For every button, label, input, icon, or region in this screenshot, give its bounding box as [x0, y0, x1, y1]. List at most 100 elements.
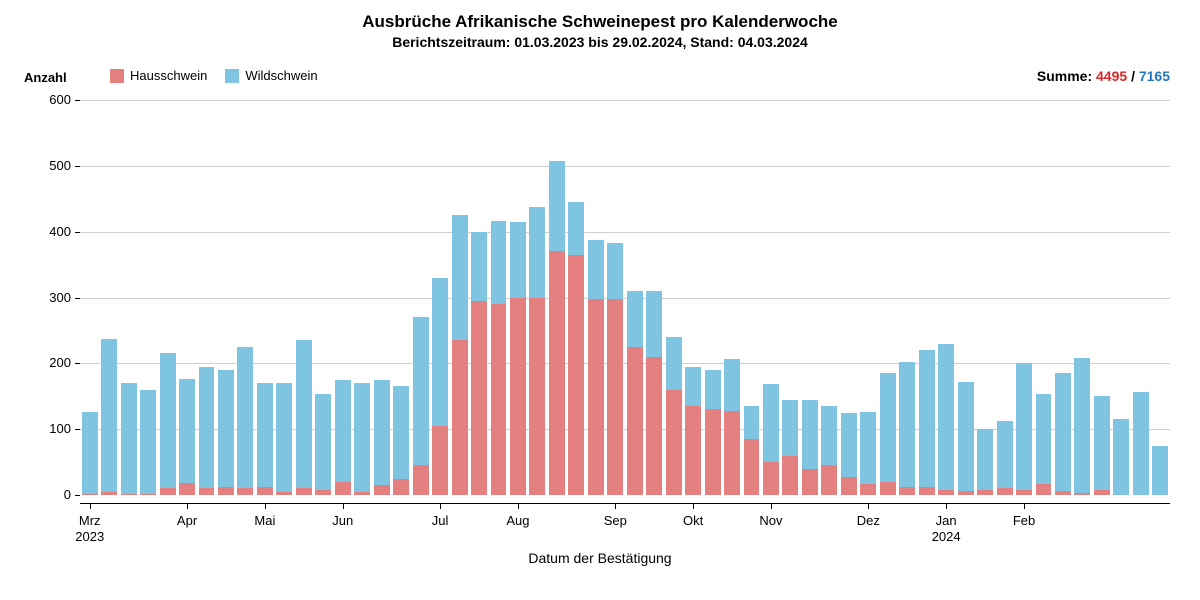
xtick-mark — [518, 503, 519, 509]
xtick-mark — [187, 503, 188, 509]
bar-hausschwein — [491, 304, 507, 495]
bar-hausschwein — [997, 488, 1013, 495]
bar-wildschwein — [452, 215, 468, 340]
bar-hausschwein — [919, 487, 935, 495]
bar-hausschwein — [374, 485, 390, 495]
bar-wildschwein — [1074, 358, 1090, 493]
bar-hausschwein — [860, 484, 876, 495]
gridline — [80, 298, 1170, 299]
ytick-mark — [75, 429, 80, 430]
xtick-label: Jun — [332, 513, 353, 529]
sum-text: Summe: — [1037, 68, 1092, 84]
xtick-mark — [771, 503, 772, 509]
bar-hausschwein — [568, 255, 584, 495]
ytick-mark — [75, 100, 80, 101]
bar-hausschwein — [510, 298, 526, 496]
bar-wildschwein — [257, 383, 273, 487]
legend: Hausschwein Wildschwein — [110, 68, 318, 83]
bar-wildschwein — [1152, 446, 1168, 495]
bar-hausschwein — [958, 491, 974, 495]
gridline — [80, 232, 1170, 233]
bar-hausschwein — [880, 482, 896, 495]
bar-wildschwein — [782, 400, 798, 456]
y-axis-label: Anzahl — [24, 70, 67, 85]
ytick-label: 300 — [35, 290, 71, 305]
bar-hausschwein — [899, 487, 915, 495]
gridline — [80, 100, 1170, 101]
bar-wildschwein — [140, 390, 156, 494]
legend-item-hausschwein: Hausschwein — [110, 68, 207, 83]
bar-hausschwein — [296, 488, 312, 495]
sum-label: Summe: 4495 / 7165 — [1037, 68, 1170, 84]
bar-wildschwein — [763, 384, 779, 462]
bar-hausschwein — [354, 492, 370, 495]
bar-hausschwein — [666, 390, 682, 495]
xtick-mark — [265, 503, 266, 509]
bar-hausschwein — [179, 483, 195, 495]
bar-wildschwein — [646, 291, 662, 357]
bar-wildschwein — [802, 400, 818, 469]
bar-wildschwein — [315, 394, 331, 489]
bar-hausschwein — [549, 251, 565, 495]
bar-hausschwein — [1016, 490, 1032, 495]
bar-wildschwein — [471, 232, 487, 301]
bar-hausschwein — [646, 357, 662, 495]
bar-hausschwein — [1094, 490, 1110, 495]
bar-hausschwein — [588, 299, 604, 495]
chart-container: Ausbrüche Afrikanische Schweinepest pro … — [0, 0, 1200, 600]
ytick-mark — [75, 298, 80, 299]
bar-wildschwein — [977, 429, 993, 490]
bar-wildschwein — [160, 353, 176, 488]
ytick-label: 500 — [35, 158, 71, 173]
bar-wildschwein — [705, 370, 721, 410]
x-axis-label: Datum der Bestätigung — [0, 550, 1200, 566]
chart-title: Ausbrüche Afrikanische Schweinepest pro … — [0, 12, 1200, 32]
bar-wildschwein — [860, 412, 876, 484]
bar-wildschwein — [958, 382, 974, 491]
bar-hausschwein — [315, 490, 331, 495]
bar-hausschwein — [938, 490, 954, 495]
bar-hausschwein — [607, 299, 623, 495]
bar-hausschwein — [685, 406, 701, 495]
bar-wildschwein — [919, 350, 935, 487]
bar-wildschwein — [685, 367, 701, 407]
bar-hausschwein — [627, 347, 643, 495]
bar-hausschwein — [841, 477, 857, 495]
xtick-label: Aug — [506, 513, 529, 529]
bar-wildschwein — [724, 359, 740, 410]
chart-subtitle: Berichtszeitraum: 01.03.2023 bis 29.02.2… — [0, 34, 1200, 50]
bar-hausschwein — [782, 456, 798, 496]
ytick-label: 200 — [35, 355, 71, 370]
bar-wildschwein — [1036, 394, 1052, 485]
ytick-mark — [75, 166, 80, 167]
xtick-mark — [946, 503, 947, 509]
bar-hausschwein — [724, 411, 740, 495]
bar-wildschwein — [1133, 392, 1149, 495]
bar-wildschwein — [374, 380, 390, 485]
ytick-label: 0 — [35, 487, 71, 502]
bar-hausschwein — [471, 301, 487, 495]
xtick-mark — [343, 503, 344, 509]
bar-hausschwein — [257, 487, 273, 495]
bar-wildschwein — [199, 367, 215, 489]
bar-hausschwein — [977, 490, 993, 495]
bar-hausschwein — [821, 465, 837, 495]
bar-wildschwein — [354, 383, 370, 492]
gridline — [80, 166, 1170, 167]
bar-hausschwein — [160, 488, 176, 495]
bar-hausschwein — [1074, 493, 1090, 495]
bar-hausschwein — [529, 298, 545, 496]
bar-hausschwein — [1036, 484, 1052, 495]
ytick-label: 100 — [35, 421, 71, 436]
bar-wildschwein — [899, 362, 915, 487]
bar-hausschwein — [82, 494, 98, 495]
bar-wildschwein — [121, 383, 137, 494]
xtick-label: Nov — [759, 513, 782, 529]
bar-hausschwein — [393, 479, 409, 495]
bar-hausschwein — [705, 409, 721, 495]
bar-hausschwein — [802, 469, 818, 495]
bar-hausschwein — [744, 439, 760, 495]
legend-label-wildschwein: Wildschwein — [245, 68, 317, 83]
xtick-label: Okt — [683, 513, 703, 529]
xtick-label: Jan 2024 — [932, 513, 961, 546]
